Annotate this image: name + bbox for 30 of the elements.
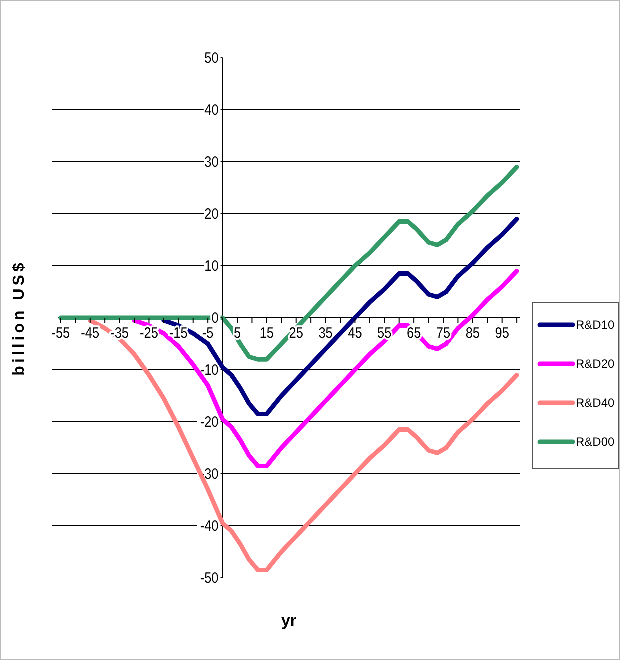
y-tick-label: -50 [200,569,220,586]
y-tick-label: 10 [204,257,220,274]
y-tick-label: -40 [200,517,220,534]
x-tick-label: 55 [378,324,392,342]
x-tick-label: 15 [260,324,274,342]
x-tick-label: 45 [348,324,363,342]
x-tick-label: -5 [202,324,214,342]
x-tick-label: 75 [436,324,451,342]
x-tick-label: -15 [169,324,188,342]
y-tick-label: -10 [200,361,220,378]
legend-label: R&D20 [576,357,616,372]
y-tick-label: 20 [204,205,220,222]
legend-label: R&D40 [576,396,616,410]
x-axis-title: yr [281,613,297,630]
y-tick-label: 50 [204,49,220,66]
x-tick-label: -25 [140,324,159,342]
y-tick-label: 0 [212,309,220,326]
y-tick-label: 40 [204,101,220,118]
x-tick-label: 85 [466,324,480,342]
y-axis-title: billion US$ [11,260,28,376]
x-tick-label: -55 [52,324,70,342]
x-tick-label: 35 [318,324,334,342]
x-tick-label: -45 [81,324,100,342]
legend-label: R&D10 [576,318,616,332]
y-tick-label: 30 [204,153,220,170]
x-tick-label: -35 [110,324,130,342]
y-tick-label: -20 [200,413,220,430]
y-tick-label: -30 [200,465,220,482]
legend-label: R&D00 [576,435,616,450]
x-tick-label: 95 [495,324,510,342]
